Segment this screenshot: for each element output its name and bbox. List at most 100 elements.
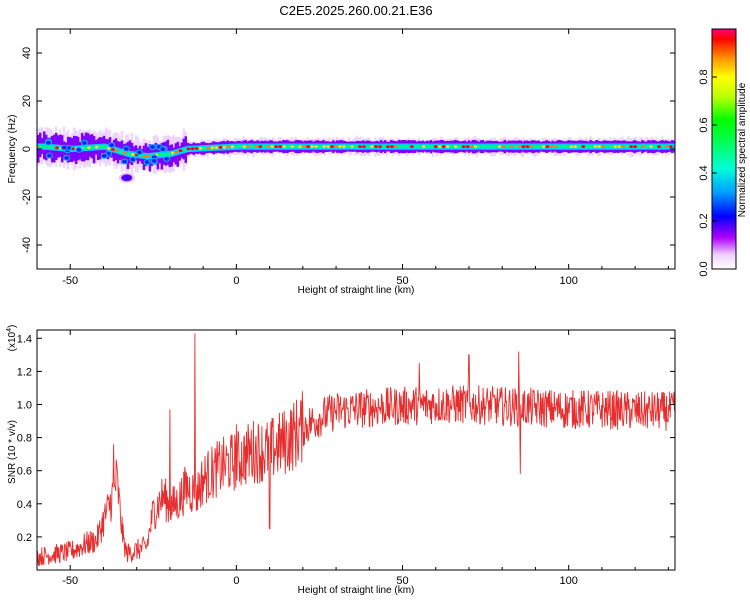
- spectrogram-peak: [414, 145, 418, 149]
- spectrogram-ticks: -50 0 50 100 -40 -20 0 20 40: [21, 29, 675, 287]
- spectrogram-y-axis-title: Frequency (Hz): [7, 115, 18, 184]
- spectrogram-peak: [601, 145, 606, 149]
- spectrogram-peak: [110, 148, 115, 151]
- spectrogram-peak: [465, 145, 470, 149]
- spectrogram-peak: [665, 145, 669, 149]
- snr-y-tick-label: 1.0: [17, 399, 32, 411]
- spectrogram-peak: [410, 145, 414, 149]
- spectrogram-peak: [358, 145, 362, 149]
- spectrogram-peak: [437, 145, 442, 149]
- snr-panel: -50 0 50 100 0.2 0.4 0.6 0.8 1.0 1.2 1.4 Height of…: [6, 325, 676, 596]
- spectrogram-peak: [390, 145, 394, 149]
- spectrogram-blob: [149, 144, 157, 151]
- spectrogram-peak: [533, 145, 538, 149]
- spectrogram-peak: [613, 145, 617, 149]
- spectrogram-heat-layer: [37, 126, 675, 183]
- spectrogram-y-tick-label: 0: [21, 146, 33, 152]
- spectrogram-peak: [274, 145, 279, 149]
- spectrogram-peak: [537, 145, 542, 149]
- spectrogram-peak: [242, 145, 247, 149]
- colorbar: 0.0 0.2 0.4 0.6 0.8 Normalized spectral ampl…: [698, 28, 748, 277]
- snr-y-tick-label: 0.6: [17, 466, 32, 478]
- spectrogram-peak: [421, 145, 426, 149]
- snr-y-axis-title: SNR (10 * v/v): [7, 420, 18, 484]
- spectrogram-blob: [122, 145, 130, 152]
- spectrogram-peak: [222, 145, 227, 149]
- spectrogram-peak: [254, 145, 259, 149]
- spectrogram-peak: [99, 145, 103, 149]
- spectrogram-peak: [122, 151, 127, 155]
- spectrogram-x-axis-title: Height of straight line (km): [298, 285, 415, 296]
- spectrogram-peak: [649, 145, 653, 149]
- spectrogram-peak: [589, 145, 594, 149]
- spectrogram-peak: [573, 145, 578, 149]
- spectrogram-peak: [198, 146, 203, 150]
- spectrogram-peak: [645, 145, 649, 149]
- spectrogram-peak: [585, 145, 590, 149]
- snr-y-tick-label: 0.2: [17, 532, 32, 544]
- spectrogram-peak: [569, 145, 574, 149]
- spectrogram-peak: [306, 145, 310, 149]
- spectrogram-peak: [83, 146, 87, 150]
- spectrogram-y-tick-label: -20: [21, 189, 33, 205]
- spectrogram-peak: [629, 145, 633, 149]
- spectrogram-peak: [182, 148, 187, 151]
- spectrogram-peak: [553, 145, 558, 149]
- spectrogram-peak: [473, 145, 478, 149]
- snr-x-tick-label: 50: [396, 575, 408, 587]
- spectrogram-blob: [63, 154, 71, 161]
- spectrogram-blob: [75, 146, 83, 153]
- spectrogram-peak: [178, 149, 183, 153]
- spectrogram-peak: [617, 145, 621, 149]
- spectrogram-blob: [80, 139, 88, 146]
- spectrogram-peak: [218, 145, 223, 149]
- spectrogram-peak: [43, 145, 47, 149]
- spectrogram-isolated-blob: [121, 174, 133, 182]
- spectrogram-peak: [561, 145, 566, 149]
- spectrogram-peak: [653, 145, 657, 149]
- spectrogram-y-tick-label: -40: [21, 237, 33, 253]
- snr-y-tick-label: 1.2: [17, 366, 32, 378]
- spectrogram-blob: [60, 144, 68, 151]
- spectrogram-peak: [457, 145, 462, 149]
- spectrogram-peak: [210, 146, 215, 150]
- spectrogram-peak: [402, 145, 406, 149]
- spectrogram-blob: [100, 152, 108, 159]
- colorbar-tick-label: 0.6: [698, 117, 710, 132]
- spectrogram-peak: [461, 145, 466, 149]
- colorbar-ticks: 0.0 0.2 0.4 0.6 0.8: [698, 69, 717, 277]
- spectrogram-peak: [262, 145, 267, 149]
- spectrogram-peak: [87, 146, 91, 150]
- snr-x-axis-title: Height of straight line (km): [298, 585, 415, 596]
- spectrogram-peak: [541, 145, 546, 149]
- spectrogram-blob: [44, 139, 52, 146]
- spectrogram-y-tick-label: 20: [21, 95, 33, 107]
- spectrogram-peak: [302, 145, 306, 149]
- spectrogram-peak: [186, 147, 191, 151]
- spectrogram-peak: [322, 145, 326, 149]
- spectrogram-peak: [577, 145, 582, 149]
- spectrogram-peak: [394, 145, 398, 149]
- spectrogram-peak: [47, 145, 51, 149]
- spectrogram-core: [673, 143, 675, 150]
- spectrogram-peak: [481, 145, 486, 149]
- spectrogram-peak: [290, 145, 295, 149]
- spectrogram-peak: [418, 145, 422, 149]
- spectrogram-peak: [258, 145, 263, 149]
- spectrogram-peak: [102, 145, 107, 149]
- spectrogram-peak: [91, 145, 95, 149]
- snr-exponent-label: (x104): [6, 325, 18, 352]
- spectrogram-peak: [641, 145, 645, 149]
- spectrogram-peak: [445, 145, 450, 149]
- spectrogram-peak: [609, 145, 613, 149]
- spectrogram-peak: [398, 145, 402, 149]
- snr-y-tick-label: 0.4: [17, 499, 32, 511]
- colorbar-title: Normalized spectral amplitude: [737, 82, 748, 217]
- spectrogram-peak: [194, 147, 199, 150]
- spectrogram-peak: [406, 145, 410, 149]
- spectrogram-peak: [374, 145, 378, 149]
- snr-frame: [36, 329, 676, 571]
- spectrogram-peak: [234, 145, 239, 149]
- colorbar-tick-label: 0.4: [698, 165, 710, 180]
